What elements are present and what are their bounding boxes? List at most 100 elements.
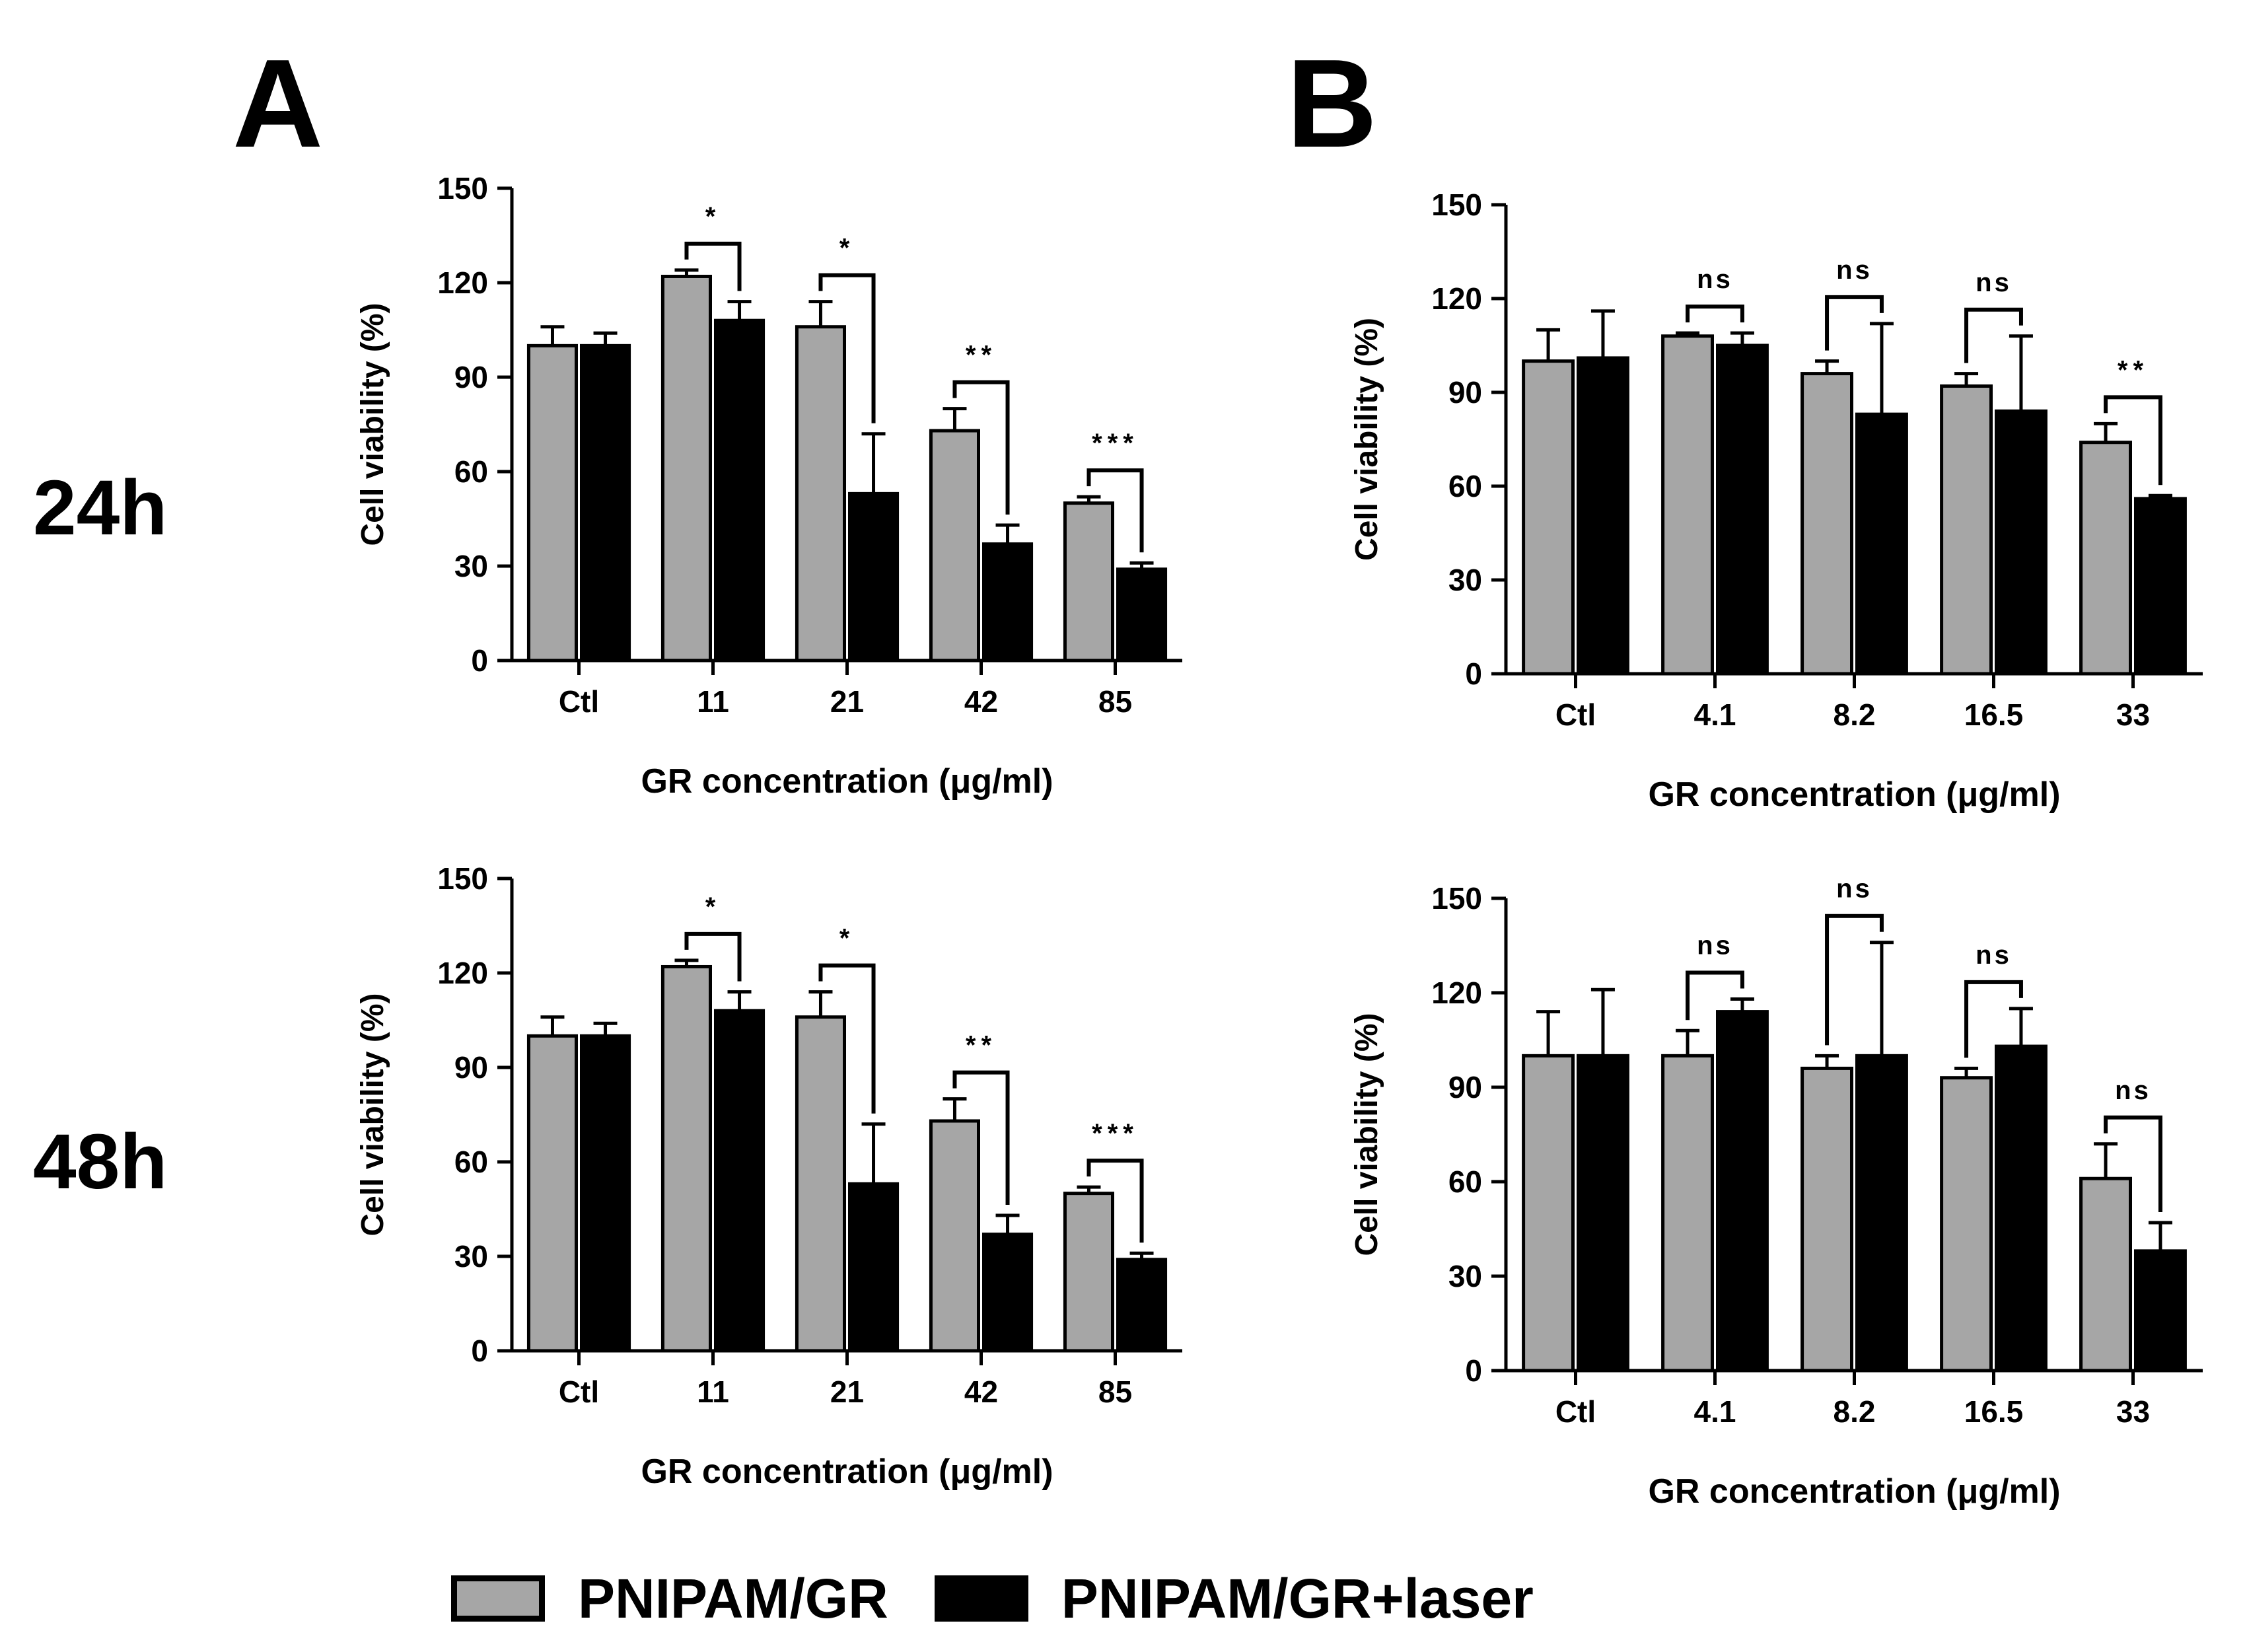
a-48h-bar-pnipam-gr	[931, 1121, 978, 1351]
b-48h-significance-label: ns	[1976, 941, 2012, 970]
b-24h-bar-pnipam-gr	[1802, 374, 1852, 674]
a-48h-bar-pnipam-gr-laser	[1118, 1260, 1166, 1351]
legend-label-pnipam-gr: PNIPAM/GR	[578, 1567, 888, 1631]
a-24h-bar-pnipam-gr	[931, 431, 978, 661]
b-24h-y-axis-label: Cell viability (%)	[1349, 318, 1384, 561]
a-24h-bar-pnipam-gr-laser	[984, 544, 1032, 661]
b-24h-x-tick-label: 33	[2116, 698, 2150, 732]
a-48h-bar-pnipam-gr	[797, 1017, 844, 1351]
a-48h-x-tick-label: 85	[1098, 1375, 1132, 1409]
b-48h-bar-pnipam-gr-laser	[2136, 1251, 2186, 1371]
a-48h-bar-pnipam-gr-laser	[850, 1184, 898, 1351]
a-48h-y-tick-label: 90	[454, 1050, 488, 1085]
a-48h-x-axis-label: GR concentration (μg/ml)	[641, 1453, 1053, 1491]
legend-item-pnipam-gr-laser: PNIPAM/GR+laser	[935, 1567, 1534, 1631]
a-48h-bar-pnipam-gr	[662, 966, 710, 1351]
a-48h-y-tick-label: 150	[437, 861, 488, 896]
a-24h-x-tick-label: 21	[830, 684, 864, 719]
a-48h-y-tick-label: 30	[454, 1239, 488, 1274]
b-24h-x-tick-label: 8.2	[1834, 698, 1876, 732]
b-24h-y-tick-label: 60	[1448, 469, 1482, 503]
a-48h-y-axis-label: Cell viability (%)	[355, 993, 390, 1236]
b-48h-bar-pnipam-gr-laser	[1857, 1056, 1907, 1371]
b-48h-x-tick-label: 16.5	[1964, 1394, 2024, 1429]
a-24h-y-tick-label: 150	[437, 171, 488, 205]
legend-label-pnipam-gr-laser: PNIPAM/GR+laser	[1061, 1567, 1534, 1631]
a-48h-bar-pnipam-gr	[1065, 1194, 1112, 1351]
a-48h-x-tick-label: Ctl	[559, 1375, 599, 1409]
b-24h-x-axis-label: GR concentration (μg/ml)	[1648, 775, 2060, 814]
a-48h-y-tick-label: 60	[454, 1145, 488, 1179]
b-24h-bar-pnipam-gr	[1942, 386, 1991, 674]
a-48h-bar-pnipam-gr-laser	[582, 1036, 629, 1351]
a-48h-bar-pnipam-gr-laser	[716, 1011, 764, 1351]
b-24h-bar-pnipam-gr-laser	[1579, 358, 1628, 674]
b-48h-significance-bracket	[1827, 916, 1882, 1046]
a-24h-y-tick-label: 120	[437, 266, 488, 300]
a-48h-significance-label: **	[966, 1031, 997, 1060]
b-24h-bar-pnipam-gr-laser	[1997, 411, 2046, 674]
b-48h-x-tick-label: 4.1	[1694, 1394, 1736, 1429]
b-24h-y-tick-label: 0	[1465, 657, 1482, 691]
b-48h-x-axis-label: GR concentration (μg/ml)	[1648, 1472, 2060, 1511]
b-48h-y-tick-label: 150	[1431, 881, 1482, 916]
b-48h-significance-label: ns	[1836, 875, 1872, 904]
a-24h-x-tick-label: Ctl	[559, 684, 599, 719]
b-24h-significance-label: ns	[1976, 268, 2012, 297]
a-48h-y-tick-label: 0	[471, 1334, 488, 1368]
b-24h-y-tick-label: 30	[1448, 563, 1482, 597]
a-24h-x-tick-label: 11	[697, 684, 729, 719]
b-48h-significance-label: ns	[1697, 931, 1733, 960]
a-48h-x-tick-label: 42	[964, 1375, 998, 1409]
a-24h-bar-pnipam-gr	[1065, 503, 1112, 661]
b-48h-bar-pnipam-gr	[1663, 1056, 1713, 1371]
b-48h-x-tick-label: 8.2	[1834, 1394, 1876, 1429]
b-48h-y-axis-label: Cell viability (%)	[1349, 1013, 1384, 1256]
figure-charts: 0 30 60 90 120 150 Cell viability (%) GR concen…	[0, 0, 2245, 1598]
a-24h-bar-pnipam-gr-laser	[850, 493, 898, 661]
b-24h-y-tick-label: 90	[1448, 375, 1482, 410]
b-24h-bar-pnipam-gr	[1524, 361, 1573, 674]
a-24h-bar-pnipam-gr	[662, 276, 710, 661]
a-48h-y-tick-label: 120	[437, 956, 488, 990]
legend-swatch-pnipam-gr	[451, 1575, 545, 1622]
b-48h-bar-pnipam-gr-laser	[1718, 1012, 1767, 1371]
a-24h-significance-label: ***	[1092, 429, 1139, 458]
b-48h-bar-pnipam-gr	[1802, 1068, 1852, 1371]
b-24h-x-tick-label: 4.1	[1694, 698, 1736, 732]
b-48h-bar-pnipam-gr-laser	[1997, 1046, 2046, 1371]
b-24h-y-tick-label: 150	[1431, 188, 1482, 222]
a-24h-x-axis-label: GR concentration (μg/ml)	[641, 762, 1053, 801]
a-48h-x-tick-label: 21	[830, 1375, 864, 1409]
b-48h-y-tick-label: 0	[1465, 1353, 1482, 1388]
a-24h-x-tick-label: 42	[964, 684, 998, 719]
b-24h-x-tick-label: 16.5	[1964, 698, 2024, 732]
b-48h-bar-pnipam-gr	[1942, 1078, 1991, 1371]
a-24h-y-axis-label: Cell viability (%)	[355, 303, 390, 546]
a-48h-bar-pnipam-gr-laser	[984, 1235, 1032, 1351]
a-24h-y-tick-label: 30	[454, 549, 488, 583]
a-24h-bar-pnipam-gr-laser	[582, 345, 629, 661]
b-48h-x-tick-label: Ctl	[1555, 1394, 1596, 1429]
a-48h-significance-label: ***	[1092, 1119, 1139, 1148]
b-24h-bar-pnipam-gr-laser	[1857, 414, 1907, 674]
a-24h-bar-pnipam-gr	[528, 345, 576, 661]
b-48h-significance-label: ns	[2115, 1076, 2151, 1105]
b-24h-bar-pnipam-gr	[1663, 336, 1713, 674]
a-24h-bar-pnipam-gr-laser	[1118, 569, 1166, 661]
b-48h-y-tick-label: 30	[1448, 1259, 1482, 1293]
b-24h-significance-label: ns	[1836, 256, 1872, 285]
b-48h-y-tick-label: 60	[1448, 1165, 1482, 1199]
b-24h-y-tick-label: 120	[1431, 281, 1482, 316]
b-24h-x-tick-label: Ctl	[1555, 698, 1596, 732]
b-24h-bar-pnipam-gr-laser	[1718, 345, 1767, 674]
b-48h-y-tick-label: 120	[1431, 976, 1482, 1010]
b-24h-significance-bracket	[1688, 306, 1742, 322]
b-48h-y-tick-label: 90	[1448, 1070, 1482, 1104]
a-48h-significance-label: *	[839, 924, 855, 953]
a-24h-y-tick-label: 60	[454, 454, 488, 489]
b-24h-bar-pnipam-gr-laser	[2136, 499, 2186, 674]
b-24h-significance-label: **	[2118, 355, 2149, 384]
a-24h-bar-pnipam-gr-laser	[716, 320, 764, 661]
legend-item-pnipam-gr: PNIPAM/GR	[451, 1567, 888, 1631]
